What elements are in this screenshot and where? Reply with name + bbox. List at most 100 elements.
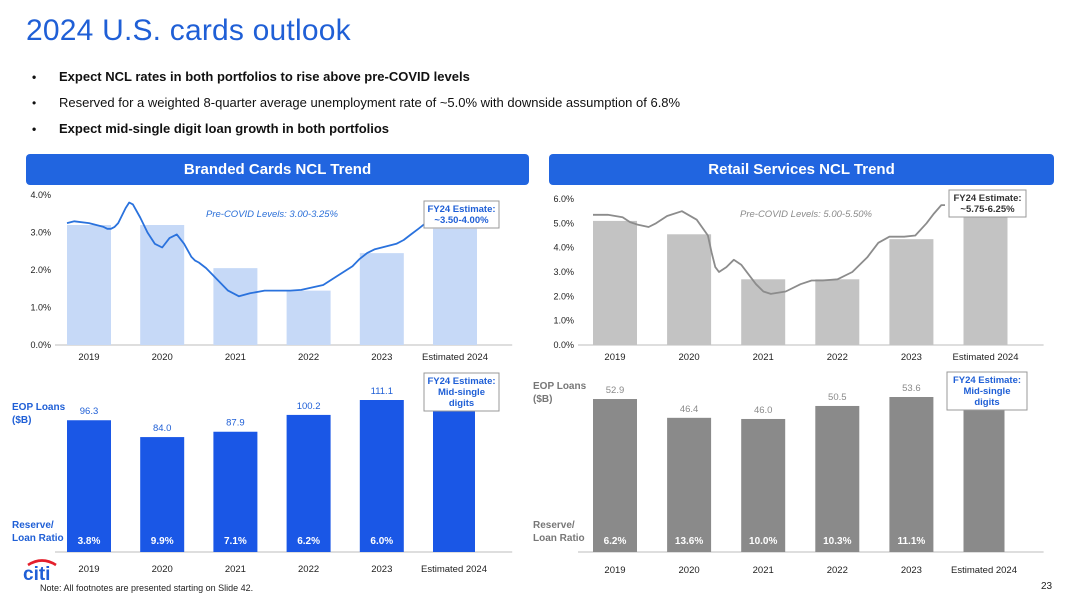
branded-ncl-trend-line [66,201,430,298]
branded-reserve-ratio-label: 6.0% [370,536,393,547]
retail-ncl-category-label: 2022 [827,352,848,363]
branded-loans-callout-text: Mid-single [438,387,485,398]
retail-reserve-ratio-label: 11.1% [897,536,925,547]
retail-ncl-category-label: Estimated 2024 [952,352,1018,363]
branded-ncl-category-label: 2019 [78,352,99,363]
footnote: Note: All footnotes are presented starti… [40,583,254,593]
branded-loans-bar [359,400,404,552]
retail-loans-bar [963,394,1005,552]
retail-loans-category-label: 2019 [604,565,625,576]
branded-loans-bar [67,420,111,552]
branded-loans-category-label: 2019 [78,564,99,575]
branded-reserve-ratio-label: 7.1% [224,536,247,547]
retail-ncl-category-label: 2021 [753,352,774,363]
citi-logo: citi [20,557,64,588]
branded-ncl-ytick-label: 4.0% [30,190,51,200]
branded-reserve-ratio-row-label: Reserve/ [12,520,54,531]
retail-ncl-callout-text: ~5.75-6.25% [960,204,1015,215]
retail-reserve-ratio-label: 13.6% [675,536,703,547]
retail-ncl-bar [963,216,1008,345]
retail-reserve-ratio-label: 10.0% [749,536,777,547]
branded-loans-value-label: 84.0 [153,423,172,434]
retail-ncl-bar [741,279,786,345]
retail-precovid-annotation: Pre-COVID Levels: 5.00-5.50% [740,209,873,220]
branded-loans-callout-text: FY24 Estimate: [427,376,495,387]
retail-loans-callout-box [946,371,1028,411]
retail-reserve-ratio-label: 6.2% [604,536,627,547]
retail-loans-value-label: 46.0 [754,405,773,416]
retail-loans-bar [741,418,786,552]
bullet-item: Reserved for a weighted 8-quarter averag… [30,92,680,118]
retail-loans-bar [667,417,712,552]
retail-loans-value-label: 50.5 [828,392,847,403]
branded-eop-loans-label: EOP Loans [12,402,66,413]
retail-ncl-ytick-label: 2.0% [553,291,574,301]
retail-loans-bar [889,397,934,552]
branded-ncl-category-label: 2020 [152,352,173,363]
retail-ncl-bar [667,234,712,345]
retail-loans-bar [593,399,637,552]
retail-loans-category-label: 2021 [753,565,774,576]
retail-loans-value-label: 53.6 [902,383,921,394]
branded-ncl-bar [359,253,404,345]
branded-ncl-bar [140,225,185,345]
branded-ncl-category-label: 2021 [225,352,246,363]
bullet-item: Expect NCL rates in both portfolios to r… [30,66,680,92]
branded-reserve-ratio-label: 6.2% [297,536,320,547]
branded-ncl-category-label: 2023 [371,352,392,363]
branded-loans-category-label: 2021 [225,564,246,575]
branded-ncl-callout-text: FY24 Estimate: [427,204,495,215]
branded-ncl-category-label: 2022 [298,352,319,363]
retail-reserve-ratio-row-label: Loan Ratio [533,533,585,544]
retail-ncl-trend-line [593,204,945,295]
retail-ncl-bar [889,239,934,345]
retail-ncl-callout-box [948,189,1027,218]
branded-ncl-callout-text: ~3.50-4.00% [434,215,489,226]
retail-loans-callout-text: digits [974,397,999,408]
citi-logo-mark: citi [23,559,57,585]
retail-eop-loans-label: EOP Loans [533,381,587,392]
retail-ncl-ytick-label: 6.0% [553,194,574,204]
branded-loans-category-label: Estimated 2024 [421,564,487,575]
branded-ncl-bar [433,228,477,345]
branded-loans-value-label: 96.3 [80,406,99,417]
bullet-list: Expect NCL rates in both portfolios to r… [30,66,680,144]
branded-ncl-bar [213,268,258,345]
branded-loans-callout-text: digits [449,398,474,409]
branded-ncl-callout-box [423,200,500,229]
branded-ncl-ytick-label: 1.0% [30,303,51,313]
branded-reserve-ratio-row-label: Loan Ratio [12,533,64,544]
branded-reserve-ratio-label: 3.8% [78,536,101,547]
branded-loans-bar [286,414,331,552]
branded-reserve-ratio-label: 9.9% [151,536,174,547]
retail-ncl-ytick-label: 3.0% [553,267,574,277]
retail-ncl-category-label: 2020 [679,352,700,363]
retail-ncl-bar [593,220,637,345]
branded-ncl-bar [286,290,331,345]
branded-loans-bar [140,437,185,552]
retail-loans-callout-text: FY24 Estimate: [953,375,1021,386]
retail-ncl-ytick-label: 5.0% [553,218,574,228]
branded-loans-value-label: 100.2 [297,401,321,412]
page-title: 2024 U.S. cards outlook [26,14,351,47]
retail-reserve-ratio-row-label: Reserve/ [533,520,575,531]
retail-ncl-ytick-label: 4.0% [553,243,574,253]
retail-ncl-ytick-label: 1.0% [553,316,574,326]
retail-loans-value-label: 46.4 [680,404,699,415]
branded-ncl-category-label: Estimated 2024 [422,352,488,363]
svg-text:citi: citi [23,564,50,583]
branded-precovid-annotation: Pre-COVID Levels: 3.00-3.25% [206,209,339,220]
branded-loans-value-label: 111.1 [371,386,393,397]
retail-ncl-category-label: 2023 [901,352,922,363]
branded-panel-header: Branded Cards NCL Trend [26,154,529,185]
retail-ncl-ytick-label: 0.0% [553,340,574,350]
retail-ncl-callout-text: FY24 Estimate: [953,193,1021,204]
branded-loans-category-label: 2020 [152,564,173,575]
retail-loans-category-label: 2023 [901,565,922,576]
bullet-item: Expect mid-single digit loan growth in b… [30,118,680,144]
retail-loans-category-label: Estimated 2024 [951,565,1017,576]
retail-ncl-bar [815,279,860,345]
retail-loans-category-label: 2022 [827,565,848,576]
retail-loans-category-label: 2020 [679,565,700,576]
